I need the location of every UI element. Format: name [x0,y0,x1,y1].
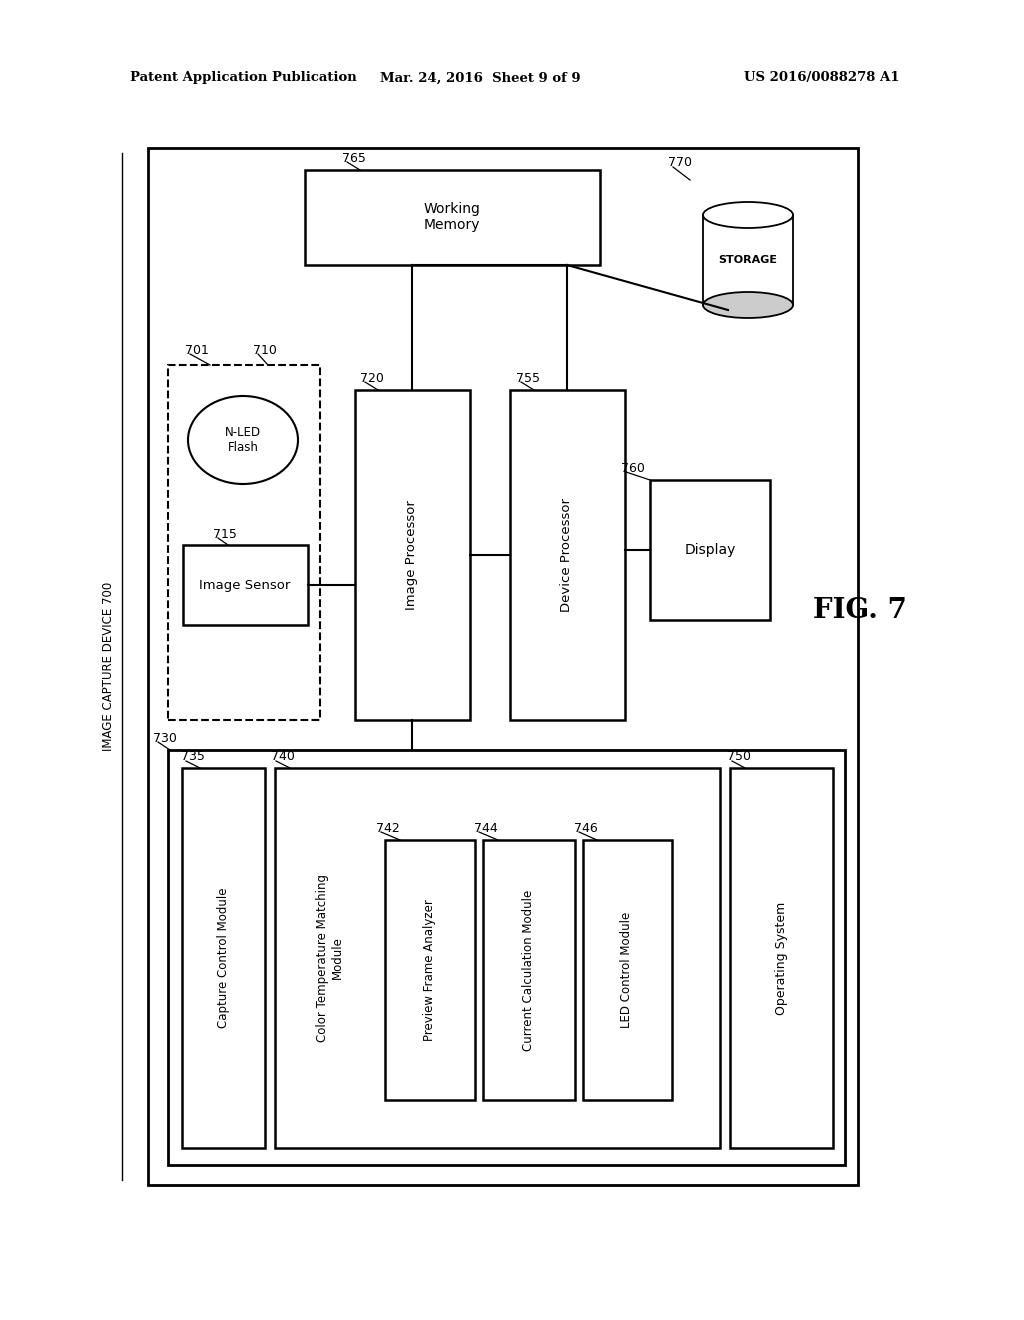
Bar [730,768,833,1148]
Text: 730: 730 [153,731,177,744]
Bar [305,170,600,265]
Ellipse shape [703,292,793,318]
Bar [183,545,308,624]
Text: Display: Display [684,543,735,557]
Text: IMAGE CAPTURE DEVICE 700: IMAGE CAPTURE DEVICE 700 [101,581,115,751]
Bar [583,840,672,1100]
Text: Image Processor: Image Processor [406,500,419,610]
Text: US 2016/0088278 A1: US 2016/0088278 A1 [744,71,900,84]
Text: Device Processor: Device Processor [560,498,573,612]
Text: STORAGE: STORAGE [719,255,777,265]
Ellipse shape [703,202,793,228]
Text: 746: 746 [574,821,598,834]
Text: Working
Memory: Working Memory [424,202,480,232]
Text: N-LED
Flash: N-LED Flash [225,426,261,454]
Bar [703,215,793,305]
Text: 720: 720 [360,371,384,384]
Text: Image Sensor: Image Sensor [200,578,291,591]
Text: Current Calculation Module: Current Calculation Module [522,890,536,1051]
Bar [168,366,319,719]
Ellipse shape [188,396,298,484]
Text: Operating System: Operating System [774,902,787,1015]
Bar [168,750,845,1166]
Text: Color Temperature Matching
Module: Color Temperature Matching Module [316,874,344,1041]
Text: 755: 755 [516,371,540,384]
Bar [148,148,858,1185]
Bar [483,840,575,1100]
Text: 740: 740 [271,751,295,763]
Bar [182,768,265,1148]
Text: 744: 744 [474,821,498,834]
Bar [510,389,625,719]
Text: LED Control Module: LED Control Module [621,912,634,1028]
Text: 770: 770 [668,156,692,169]
Text: Mar. 24, 2016  Sheet 9 of 9: Mar. 24, 2016 Sheet 9 of 9 [380,71,581,84]
Text: Preview Frame Analyzer: Preview Frame Analyzer [424,899,436,1041]
Text: 765: 765 [342,152,366,165]
Text: 750: 750 [727,751,751,763]
Text: 710: 710 [253,343,276,356]
Bar [355,389,470,719]
Text: 742: 742 [376,821,399,834]
Text: Patent Application Publication: Patent Application Publication [130,71,356,84]
Bar [385,840,475,1100]
Text: 735: 735 [181,751,205,763]
Text: 715: 715 [213,528,237,540]
Text: Capture Control Module: Capture Control Module [216,888,229,1028]
Bar [650,480,770,620]
Text: 701: 701 [185,343,209,356]
Bar [275,768,720,1148]
Text: 760: 760 [621,462,645,474]
Text: FIG. 7: FIG. 7 [813,597,907,623]
